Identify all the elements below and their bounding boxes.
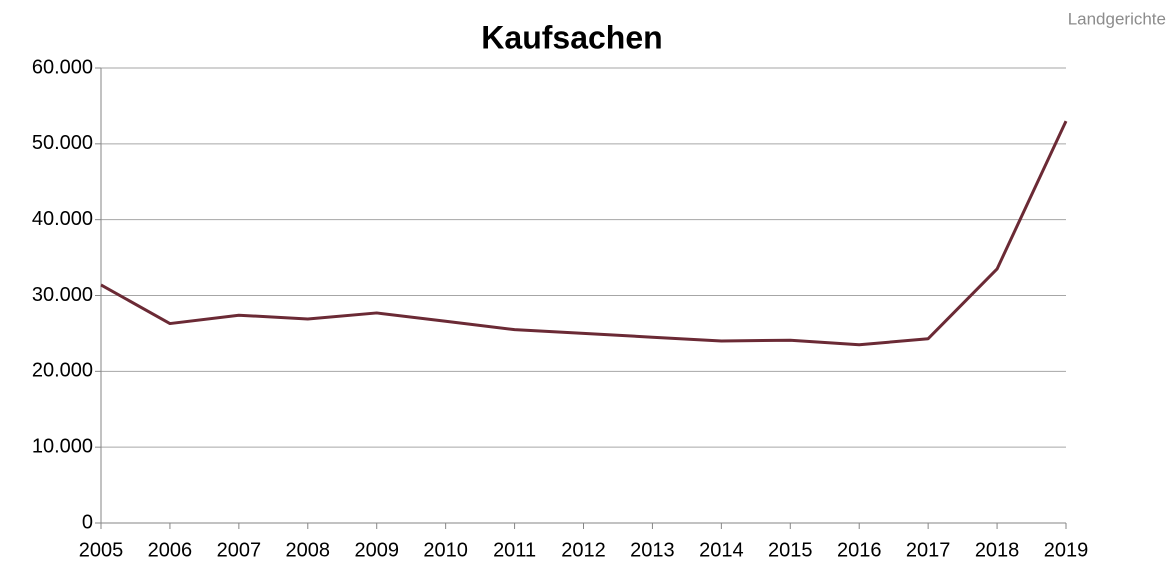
x-tick-label: 2019: [1044, 539, 1089, 561]
x-tick-label: 2013: [630, 539, 675, 561]
x-tick-label: 2016: [837, 539, 882, 561]
x-tick-label: 2011: [493, 539, 536, 561]
y-tick-label: 10.000: [32, 435, 93, 457]
x-tick-label: 2008: [286, 539, 331, 561]
y-tick-label: 60.000: [32, 56, 93, 78]
y-tick-label: 0: [82, 511, 93, 533]
x-tick-label: 2012: [561, 539, 606, 561]
x-tick-label: 2010: [423, 539, 468, 561]
x-tick-label: 2007: [217, 539, 262, 561]
x-tick-label: 2015: [768, 539, 813, 561]
x-tick-label: 2017: [906, 539, 951, 561]
y-tick-label: 20.000: [32, 360, 93, 382]
x-tick-label: 2005: [79, 539, 124, 561]
chart-title: Kaufsachen: [481, 19, 662, 55]
x-tick-label: 2018: [975, 539, 1020, 561]
annotation: Landgerichte: [1068, 9, 1166, 28]
x-tick-label: 2006: [148, 539, 193, 561]
x-tick-label: 2014: [699, 539, 744, 561]
y-tick-label: 40.000: [32, 208, 93, 230]
y-tick-label: 50.000: [32, 132, 93, 154]
y-tick-label: 30.000: [32, 284, 93, 306]
x-tick-label: 2009: [354, 539, 399, 561]
data-line: [100, 120, 1068, 347]
